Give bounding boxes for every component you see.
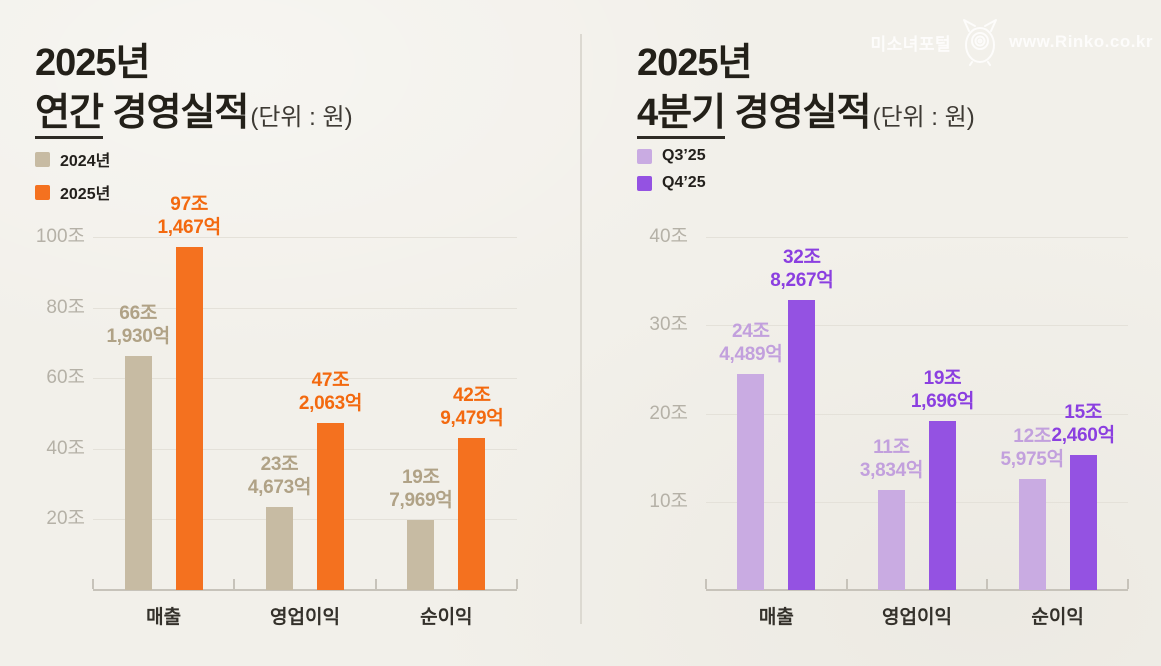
watermark-site-name: 미소녀포털 (870, 34, 952, 54)
bar-prev-2 (1018, 478, 1046, 590)
axis-tick (233, 579, 236, 589)
gridline (706, 501, 1128, 503)
legend-label: Q3’25 (662, 147, 706, 164)
legend-item: Q3’25 (637, 147, 706, 165)
axis-tick (705, 579, 707, 589)
gridline (93, 307, 517, 309)
chart-title-line2: 연간 경영실적(단위 : 원) (35, 88, 353, 143)
y-axis-label: 60조 (46, 367, 85, 389)
bar-prev-1 (266, 507, 293, 590)
bar-value-label: 19조 1,696억 (910, 367, 975, 412)
bar-prev-2 (407, 520, 435, 590)
chart-unit-note: (단위 : 원) (250, 104, 353, 131)
bar-prev-1 (878, 489, 905, 590)
bar-value-label: 12조 5,975억 (1000, 425, 1065, 470)
axis-tick (374, 579, 377, 589)
bar-value-label: 47조 2,063억 (298, 370, 363, 415)
legend-label: 2025년 (60, 186, 111, 203)
gridline (706, 237, 1128, 238)
bar-curr-2 (458, 438, 486, 590)
watermark: 미소녀포털 www.Rinko.co.kr (870, 16, 1153, 68)
chart-unit-note: (단위 : 원) (872, 104, 975, 131)
bar-curr-1 (317, 423, 344, 590)
legend-item: 2024년 (35, 147, 110, 171)
bar-value-label: 24조 4,489억 (719, 321, 783, 366)
panel-divider (580, 34, 582, 624)
axis-tick (986, 579, 989, 589)
y-axis-label: 10조 (649, 490, 688, 512)
chart-title-year: 2025년 (35, 42, 150, 84)
bar-curr-2 (1069, 455, 1097, 590)
x-axis-category-label: 영업이익 (882, 607, 952, 628)
bar-curr-0 (175, 247, 203, 590)
legend-label: 2024년 (60, 153, 111, 170)
bar-curr-1 (929, 420, 956, 590)
y-axis-label: 80조 (46, 296, 85, 318)
chart-title-period: 4분기 (637, 92, 726, 139)
gridline (706, 413, 1128, 415)
chart-title-period: 연간 (35, 92, 104, 139)
y-axis-label: 30조 (649, 314, 688, 336)
bar-value-label: 66조 1,930억 (106, 303, 171, 348)
x-axis-line (706, 589, 1128, 591)
y-axis-label: 40조 (649, 226, 688, 247)
y-axis-label: 40조 (46, 437, 85, 459)
bar-value-label: 42조 9,479억 (440, 385, 504, 430)
gridline (93, 237, 517, 238)
bar-prev-0 (737, 374, 765, 590)
bar-value-label: 32조 8,267억 (770, 247, 834, 292)
bar-value-label: 23조 4,673억 (247, 454, 312, 499)
y-axis-label: 20조 (649, 402, 688, 424)
chart-title-rest: 경영실적 (102, 92, 249, 134)
gridline (93, 378, 517, 380)
legend-swatch (637, 148, 652, 164)
axis-tick (516, 579, 518, 589)
legend: Q3’25 Q4’25 (637, 147, 706, 192)
chart-title: 2025년 4분기 경영실적(단위 : 원) (637, 38, 975, 143)
bar-prev-0 (124, 356, 152, 590)
bar-value-label: 11조 3,834억 (859, 436, 924, 481)
bar-value-label: 19조 7,969억 (389, 467, 453, 512)
legend-item: Q4’25 (637, 174, 706, 192)
x-axis-category-label: 영업이익 (270, 607, 340, 628)
chart-title-line2: 4분기 경영실적(단위 : 원) (637, 88, 975, 143)
owl-logo-icon (963, 19, 998, 66)
y-axis-label: 20조 (46, 508, 85, 530)
axis-tick (845, 579, 848, 589)
y-axis-label: 100조 (35, 226, 85, 247)
x-axis-category-label: 순이익 (1031, 607, 1084, 628)
x-axis-line (93, 589, 517, 591)
chart-title-rest: 경영실적 (725, 92, 872, 134)
axis-tick (92, 579, 94, 589)
x-axis-category-label: 매출 (146, 607, 182, 628)
bar-value-label: 97조 1,467억 (157, 194, 222, 239)
gridline (93, 448, 517, 450)
bar-value-label: 15조 2,460억 (1051, 402, 1116, 447)
legend-swatch (35, 184, 50, 200)
legend-swatch (35, 151, 50, 167)
chart-title-year: 2025년 (637, 42, 752, 84)
gridline (93, 519, 517, 521)
legend-item: 2025년 (35, 180, 110, 204)
legend-swatch (637, 175, 652, 191)
legend: 2024년 2025년 (35, 147, 110, 204)
x-axis-category-label: 매출 (758, 607, 794, 628)
legend-label: Q4’25 (662, 174, 706, 191)
gridline (706, 325, 1128, 327)
chart-title: 2025년 연간 경영실적(단위 : 원) (35, 38, 353, 143)
x-axis-category-label: 순이익 (420, 607, 473, 628)
bar-curr-0 (788, 300, 816, 590)
watermark-url: www.Rinko.co.kr (1009, 32, 1153, 51)
axis-tick (1127, 579, 1129, 589)
